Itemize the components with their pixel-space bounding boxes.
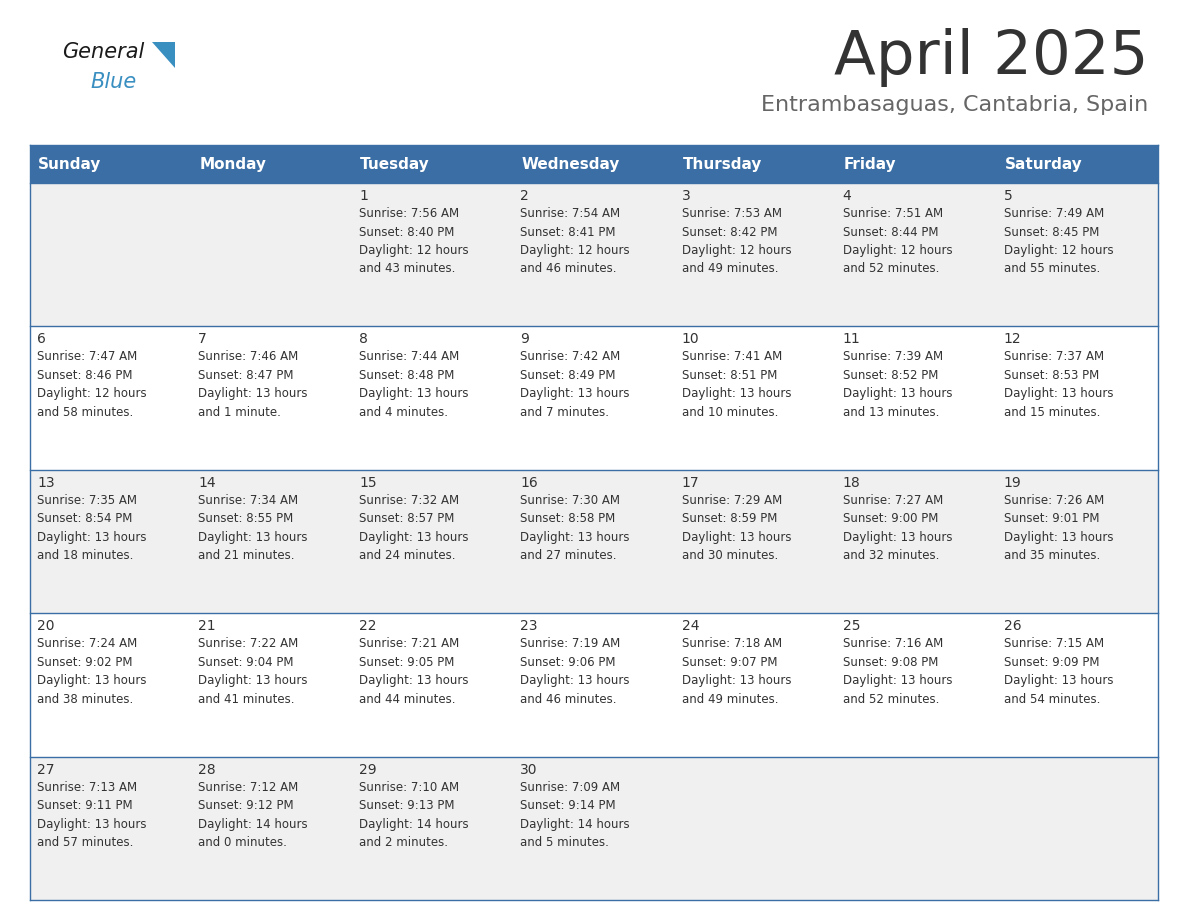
- Text: 22: 22: [359, 620, 377, 633]
- Text: 4: 4: [842, 189, 852, 203]
- Text: 27: 27: [37, 763, 55, 777]
- Text: Sunrise: 7:21 AM
Sunset: 9:05 PM
Daylight: 13 hours
and 44 minutes.: Sunrise: 7:21 AM Sunset: 9:05 PM Dayligh…: [359, 637, 469, 706]
- Text: 12: 12: [1004, 332, 1022, 346]
- Bar: [675, 145, 835, 183]
- Bar: [30, 327, 1158, 470]
- Text: Sunrise: 7:30 AM
Sunset: 8:58 PM
Daylight: 13 hours
and 27 minutes.: Sunrise: 7:30 AM Sunset: 8:58 PM Dayligh…: [520, 494, 630, 563]
- Text: Sunrise: 7:13 AM
Sunset: 9:11 PM
Daylight: 13 hours
and 57 minutes.: Sunrise: 7:13 AM Sunset: 9:11 PM Dayligh…: [37, 780, 146, 849]
- Text: 7: 7: [198, 332, 207, 346]
- Text: Saturday: Saturday: [1005, 156, 1082, 172]
- Text: 16: 16: [520, 476, 538, 490]
- Text: Sunrise: 7:27 AM
Sunset: 9:00 PM
Daylight: 13 hours
and 32 minutes.: Sunrise: 7:27 AM Sunset: 9:00 PM Dayligh…: [842, 494, 953, 563]
- Text: Sunrise: 7:54 AM
Sunset: 8:41 PM
Daylight: 12 hours
and 46 minutes.: Sunrise: 7:54 AM Sunset: 8:41 PM Dayligh…: [520, 207, 630, 275]
- Text: Sunrise: 7:19 AM
Sunset: 9:06 PM
Daylight: 13 hours
and 46 minutes.: Sunrise: 7:19 AM Sunset: 9:06 PM Dayligh…: [520, 637, 630, 706]
- Text: Monday: Monday: [200, 156, 266, 172]
- Text: 15: 15: [359, 476, 377, 490]
- Bar: [30, 183, 1158, 327]
- Bar: [835, 145, 997, 183]
- Text: Sunrise: 7:42 AM
Sunset: 8:49 PM
Daylight: 13 hours
and 7 minutes.: Sunrise: 7:42 AM Sunset: 8:49 PM Dayligh…: [520, 351, 630, 419]
- Text: Sunday: Sunday: [38, 156, 101, 172]
- Text: 8: 8: [359, 332, 368, 346]
- Text: 11: 11: [842, 332, 860, 346]
- Text: Sunrise: 7:41 AM
Sunset: 8:51 PM
Daylight: 13 hours
and 10 minutes.: Sunrise: 7:41 AM Sunset: 8:51 PM Dayligh…: [682, 351, 791, 419]
- Text: 6: 6: [37, 332, 46, 346]
- Bar: [353, 145, 513, 183]
- Text: 21: 21: [198, 620, 216, 633]
- Bar: [997, 145, 1158, 183]
- Text: 2: 2: [520, 189, 529, 203]
- Text: Sunrise: 7:56 AM
Sunset: 8:40 PM
Daylight: 12 hours
and 43 minutes.: Sunrise: 7:56 AM Sunset: 8:40 PM Dayligh…: [359, 207, 469, 275]
- Text: Sunrise: 7:26 AM
Sunset: 9:01 PM
Daylight: 13 hours
and 35 minutes.: Sunrise: 7:26 AM Sunset: 9:01 PM Dayligh…: [1004, 494, 1113, 563]
- Bar: [191, 145, 353, 183]
- Text: 17: 17: [682, 476, 700, 490]
- Text: 1: 1: [359, 189, 368, 203]
- Text: Sunrise: 7:15 AM
Sunset: 9:09 PM
Daylight: 13 hours
and 54 minutes.: Sunrise: 7:15 AM Sunset: 9:09 PM Dayligh…: [1004, 637, 1113, 706]
- Text: Sunrise: 7:29 AM
Sunset: 8:59 PM
Daylight: 13 hours
and 30 minutes.: Sunrise: 7:29 AM Sunset: 8:59 PM Dayligh…: [682, 494, 791, 563]
- Text: 23: 23: [520, 620, 538, 633]
- Text: General: General: [62, 42, 144, 62]
- Text: Tuesday: Tuesday: [360, 156, 430, 172]
- Text: Sunrise: 7:32 AM
Sunset: 8:57 PM
Daylight: 13 hours
and 24 minutes.: Sunrise: 7:32 AM Sunset: 8:57 PM Dayligh…: [359, 494, 469, 563]
- Text: Wednesday: Wednesday: [522, 156, 620, 172]
- Text: 30: 30: [520, 763, 538, 777]
- Polygon shape: [152, 42, 175, 68]
- Text: Sunrise: 7:10 AM
Sunset: 9:13 PM
Daylight: 14 hours
and 2 minutes.: Sunrise: 7:10 AM Sunset: 9:13 PM Dayligh…: [359, 780, 469, 849]
- Text: Sunrise: 7:44 AM
Sunset: 8:48 PM
Daylight: 13 hours
and 4 minutes.: Sunrise: 7:44 AM Sunset: 8:48 PM Dayligh…: [359, 351, 469, 419]
- Text: 3: 3: [682, 189, 690, 203]
- Text: Sunrise: 7:09 AM
Sunset: 9:14 PM
Daylight: 14 hours
and 5 minutes.: Sunrise: 7:09 AM Sunset: 9:14 PM Dayligh…: [520, 780, 630, 849]
- Bar: [513, 145, 675, 183]
- Text: Sunrise: 7:39 AM
Sunset: 8:52 PM
Daylight: 13 hours
and 13 minutes.: Sunrise: 7:39 AM Sunset: 8:52 PM Dayligh…: [842, 351, 953, 419]
- Text: Sunrise: 7:49 AM
Sunset: 8:45 PM
Daylight: 12 hours
and 55 minutes.: Sunrise: 7:49 AM Sunset: 8:45 PM Dayligh…: [1004, 207, 1113, 275]
- Text: 26: 26: [1004, 620, 1022, 633]
- Text: 14: 14: [198, 476, 216, 490]
- Text: Sunrise: 7:53 AM
Sunset: 8:42 PM
Daylight: 12 hours
and 49 minutes.: Sunrise: 7:53 AM Sunset: 8:42 PM Dayligh…: [682, 207, 791, 275]
- Text: 13: 13: [37, 476, 55, 490]
- Text: Sunrise: 7:46 AM
Sunset: 8:47 PM
Daylight: 13 hours
and 1 minute.: Sunrise: 7:46 AM Sunset: 8:47 PM Dayligh…: [198, 351, 308, 419]
- Bar: [30, 613, 1158, 756]
- Text: Sunrise: 7:24 AM
Sunset: 9:02 PM
Daylight: 13 hours
and 38 minutes.: Sunrise: 7:24 AM Sunset: 9:02 PM Dayligh…: [37, 637, 146, 706]
- Text: 29: 29: [359, 763, 377, 777]
- Bar: [30, 145, 191, 183]
- Bar: [30, 756, 1158, 900]
- Text: 10: 10: [682, 332, 700, 346]
- Text: 5: 5: [1004, 189, 1012, 203]
- Text: 28: 28: [198, 763, 216, 777]
- Bar: [30, 470, 1158, 613]
- Text: Sunrise: 7:47 AM
Sunset: 8:46 PM
Daylight: 12 hours
and 58 minutes.: Sunrise: 7:47 AM Sunset: 8:46 PM Dayligh…: [37, 351, 146, 419]
- Text: Sunrise: 7:35 AM
Sunset: 8:54 PM
Daylight: 13 hours
and 18 minutes.: Sunrise: 7:35 AM Sunset: 8:54 PM Dayligh…: [37, 494, 146, 563]
- Text: Entrambasaguas, Cantabria, Spain: Entrambasaguas, Cantabria, Spain: [760, 95, 1148, 115]
- Text: 20: 20: [37, 620, 55, 633]
- Text: Sunrise: 7:16 AM
Sunset: 9:08 PM
Daylight: 13 hours
and 52 minutes.: Sunrise: 7:16 AM Sunset: 9:08 PM Dayligh…: [842, 637, 953, 706]
- Text: Sunrise: 7:37 AM
Sunset: 8:53 PM
Daylight: 13 hours
and 15 minutes.: Sunrise: 7:37 AM Sunset: 8:53 PM Dayligh…: [1004, 351, 1113, 419]
- Text: Sunrise: 7:22 AM
Sunset: 9:04 PM
Daylight: 13 hours
and 41 minutes.: Sunrise: 7:22 AM Sunset: 9:04 PM Dayligh…: [198, 637, 308, 706]
- Text: 24: 24: [682, 620, 699, 633]
- Text: Thursday: Thursday: [683, 156, 762, 172]
- Text: April 2025: April 2025: [834, 28, 1148, 87]
- Text: Sunrise: 7:18 AM
Sunset: 9:07 PM
Daylight: 13 hours
and 49 minutes.: Sunrise: 7:18 AM Sunset: 9:07 PM Dayligh…: [682, 637, 791, 706]
- Text: Sunrise: 7:51 AM
Sunset: 8:44 PM
Daylight: 12 hours
and 52 minutes.: Sunrise: 7:51 AM Sunset: 8:44 PM Dayligh…: [842, 207, 953, 275]
- Text: Blue: Blue: [90, 72, 137, 92]
- Text: Friday: Friday: [843, 156, 896, 172]
- Text: 9: 9: [520, 332, 530, 346]
- Text: 19: 19: [1004, 476, 1022, 490]
- Text: Sunrise: 7:34 AM
Sunset: 8:55 PM
Daylight: 13 hours
and 21 minutes.: Sunrise: 7:34 AM Sunset: 8:55 PM Dayligh…: [198, 494, 308, 563]
- Text: Sunrise: 7:12 AM
Sunset: 9:12 PM
Daylight: 14 hours
and 0 minutes.: Sunrise: 7:12 AM Sunset: 9:12 PM Dayligh…: [198, 780, 308, 849]
- Text: 25: 25: [842, 620, 860, 633]
- Text: 18: 18: [842, 476, 860, 490]
